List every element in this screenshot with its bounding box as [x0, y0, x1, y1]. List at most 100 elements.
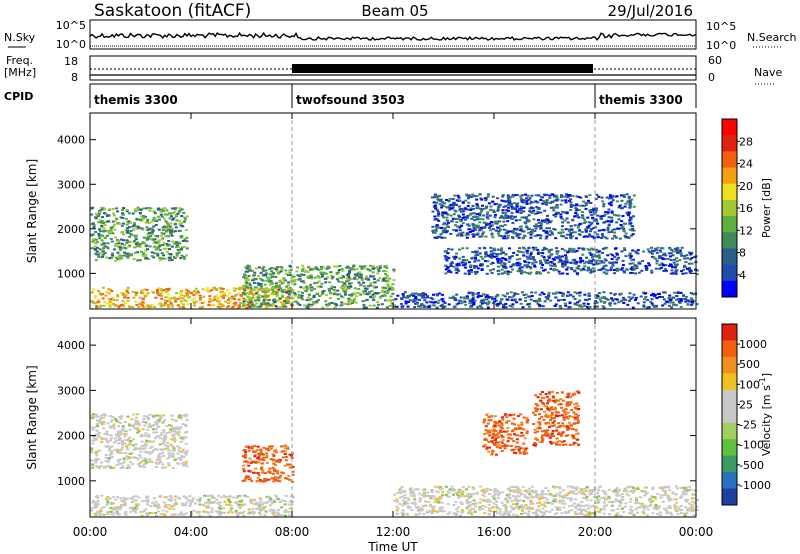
range-cell	[119, 497, 123, 500]
range-cell	[274, 494, 277, 497]
range-cell	[598, 257, 601, 259]
range-cell	[533, 235, 537, 238]
range-cell	[520, 512, 523, 515]
range-cell	[443, 228, 447, 231]
range-cell	[92, 436, 96, 439]
range-cell	[498, 301, 502, 304]
range-cell	[124, 511, 128, 513]
range-cell	[172, 447, 176, 450]
range-cell	[662, 264, 665, 267]
range-cell	[503, 498, 507, 501]
range-cell	[416, 293, 420, 296]
range-cell	[577, 512, 581, 515]
range-cell	[243, 276, 247, 279]
range-cell	[215, 510, 219, 513]
range-cell	[537, 505, 541, 508]
range-cell	[271, 288, 275, 291]
range-cell	[595, 301, 599, 304]
range-cell	[95, 433, 99, 436]
range-cell	[288, 271, 292, 274]
range-cell	[302, 287, 306, 290]
range-cell	[166, 457, 170, 460]
range-cell	[134, 495, 138, 498]
range-cell	[121, 300, 125, 303]
range-cell	[583, 265, 587, 268]
range-cell	[239, 494, 242, 497]
range-cell	[473, 195, 477, 198]
range-cell	[539, 259, 542, 262]
range-cell	[135, 456, 139, 459]
range-cell	[281, 289, 284, 292]
range-cell	[566, 196, 570, 199]
range-cell	[113, 228, 117, 231]
range-cell	[163, 496, 167, 499]
range-cell	[622, 302, 626, 304]
range-cell	[118, 222, 122, 225]
range-cell	[131, 495, 135, 498]
range-cell	[537, 305, 541, 308]
range-cell	[536, 248, 540, 251]
range-cell	[161, 442, 165, 445]
range-cell	[560, 247, 564, 250]
range-cell	[178, 297, 182, 300]
range-cell	[687, 251, 691, 254]
range-cell	[634, 299, 638, 301]
range-cell	[167, 449, 171, 452]
range-cell	[492, 494, 496, 497]
range-cell	[124, 433, 128, 436]
range-cell	[653, 294, 657, 297]
range-cell	[464, 303, 468, 306]
range-cell	[689, 292, 693, 294]
range-cell	[377, 303, 380, 306]
range-cell	[442, 216, 446, 219]
range-cell	[517, 495, 521, 498]
range-cell	[604, 211, 608, 214]
range-cell	[484, 302, 488, 304]
range-cell	[140, 289, 144, 292]
range-cell	[597, 250, 601, 253]
range-cell	[97, 213, 101, 215]
range-cell	[114, 304, 118, 306]
range-cell	[185, 215, 189, 218]
range-cell	[500, 235, 504, 238]
range-cell	[615, 214, 619, 217]
range-cell	[146, 228, 150, 231]
range-cell	[467, 261, 471, 264]
range-cell	[671, 254, 675, 257]
range-cell	[118, 438, 122, 441]
range-cell	[491, 298, 494, 301]
range-cell	[164, 257, 168, 260]
range-cell	[562, 235, 566, 238]
range-cell	[176, 297, 180, 300]
range-cell	[118, 246, 122, 249]
range-cell	[167, 235, 170, 238]
range-cell	[294, 300, 298, 303]
range-cell	[244, 274, 247, 277]
range-cell	[112, 423, 116, 426]
range-cell	[345, 277, 349, 280]
range-cell	[526, 249, 530, 252]
range-cell	[152, 225, 156, 228]
range-cell	[321, 290, 325, 293]
range-cell	[139, 435, 143, 438]
range-cell	[470, 300, 474, 303]
range-cell	[453, 257, 457, 260]
range-cell	[432, 495, 436, 498]
range-cell	[306, 271, 310, 273]
range-cell	[316, 299, 320, 302]
range-cell	[613, 272, 617, 275]
range-cell	[135, 416, 138, 419]
range-cell	[262, 287, 265, 290]
range-cell	[116, 304, 120, 307]
range-cell	[163, 225, 166, 228]
range-cell	[162, 501, 166, 504]
range-cell	[213, 296, 217, 299]
range-cell	[472, 212, 476, 215]
range-cell	[579, 504, 583, 507]
range-cell	[384, 299, 388, 302]
range-cell	[135, 303, 139, 306]
range-cell	[139, 465, 142, 468]
range-cell	[249, 306, 253, 309]
range-cell	[621, 215, 625, 217]
range-cell	[337, 269, 341, 271]
